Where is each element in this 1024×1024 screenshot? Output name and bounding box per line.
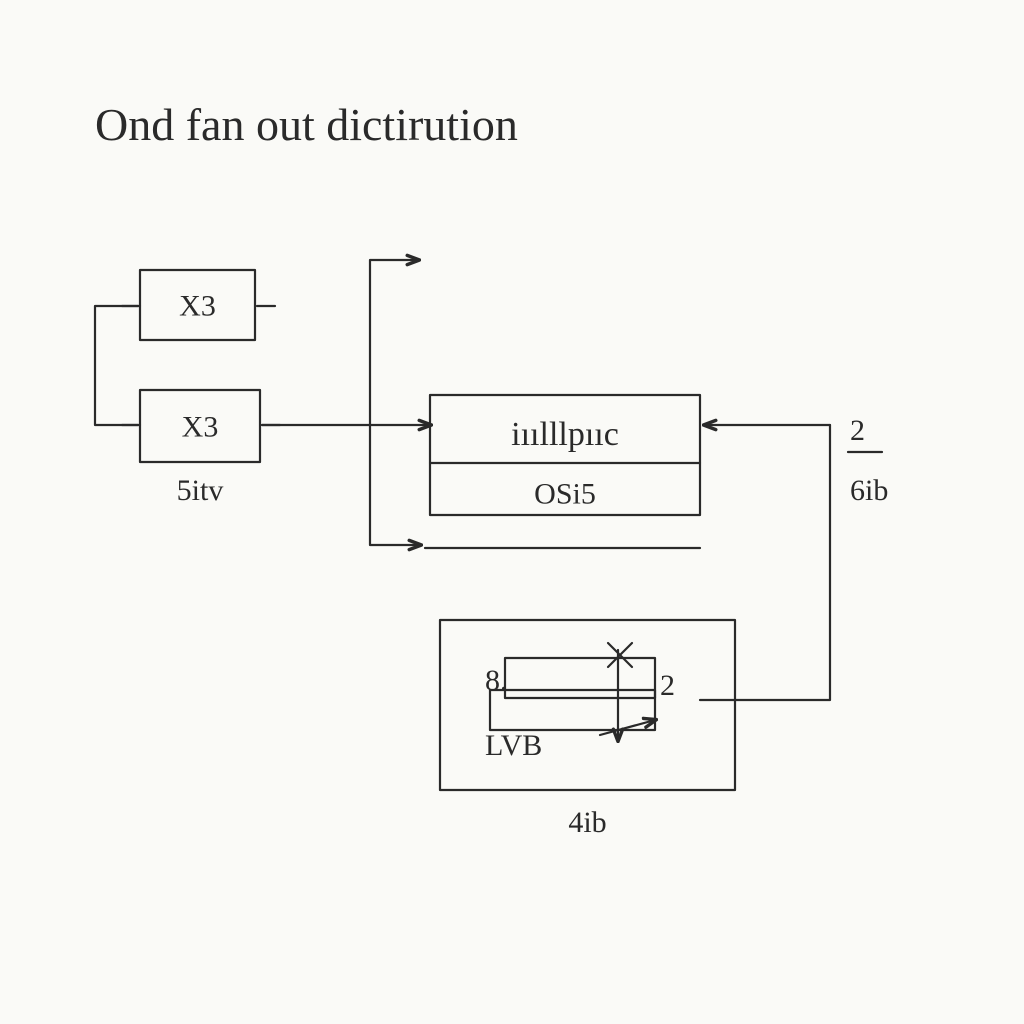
svg-text:2: 2 — [850, 414, 865, 447]
edge-right-vertical — [735, 425, 830, 700]
label-2: 2 — [660, 669, 675, 702]
edge-vert-up-branch — [370, 260, 418, 425]
diagram-title: Ond fan out dictirution — [95, 99, 518, 150]
svg-text:iıılllpııc: iıılllpııc — [511, 416, 619, 453]
label-lvb: LVB — [485, 729, 542, 762]
label-5itv: 5itv — [177, 474, 224, 507]
node-x3-top: X3 — [140, 270, 255, 340]
node-osi5: iıılllpııc OSi5 — [430, 395, 700, 515]
label-4ib: 4ib — [568, 806, 606, 839]
node-lvb: 8. LVB 2 4ib — [440, 620, 735, 839]
svg-text:OSi5: OSi5 — [534, 478, 596, 511]
svg-text:X3: X3 — [182, 410, 219, 443]
edge-left-bracket — [95, 306, 138, 425]
svg-text:6ib: 6ib — [850, 474, 888, 507]
side-label-2-6ib: 2 6ib — [848, 414, 888, 507]
edge-vert-down-branch — [370, 425, 420, 545]
svg-text:X3: X3 — [179, 289, 216, 322]
node-x3-bottom: X3 5itv — [140, 390, 260, 507]
label-8: 8. — [485, 664, 508, 697]
